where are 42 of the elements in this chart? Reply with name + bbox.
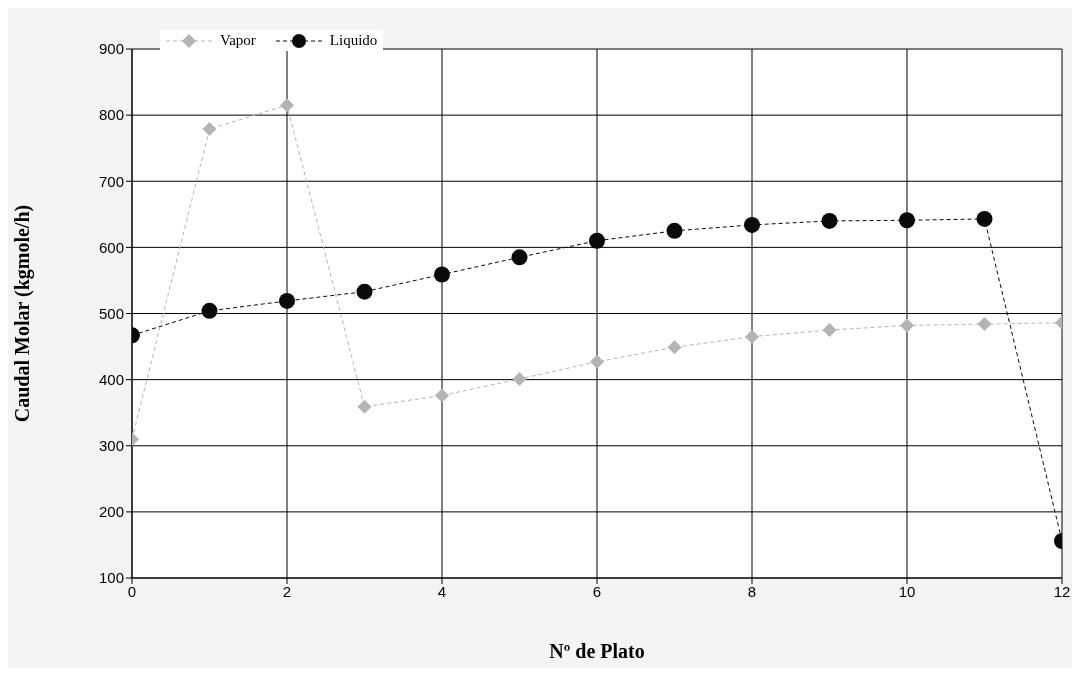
point [745,329,759,344]
x-tick-label: 2 [282,582,292,600]
y-tick-label: 800 [98,106,124,124]
point [900,318,914,333]
point [590,354,604,369]
legend-label: Vapor [219,32,256,49]
y-tick-label: 500 [98,304,124,322]
y-tick-label: 300 [98,437,124,455]
y-axis-title: Caudal Molar (kgmole/h) [11,204,35,423]
x-tick-label: 0 [127,582,137,600]
y-tick-label: 600 [98,238,124,256]
point [435,388,449,403]
point [357,399,372,414]
point [821,212,838,229]
point [744,216,760,233]
x-tick-label: 8 [747,582,757,600]
y-tick-label: 100 [98,569,124,587]
x-axis-title: Nº de Plato [549,640,645,662]
point [201,302,218,319]
y-tick-label: 400 [98,370,124,388]
point [976,210,993,227]
point [977,317,992,332]
y-tick-label: 900 [98,40,124,58]
point [666,222,683,239]
point [512,371,527,386]
y-tick-label: 700 [98,172,124,190]
point [589,232,605,249]
point [202,122,217,137]
x-tick-label: 10 [898,582,916,600]
point [356,283,373,300]
x-tick-label: 6 [592,582,602,600]
point [899,212,915,229]
point [280,98,294,113]
point [511,249,528,266]
point [667,340,682,355]
point [822,323,837,338]
legend-label: Liquido [328,32,378,49]
point [279,292,295,309]
y-tick-label: 200 [98,503,124,521]
point [434,266,450,283]
x-tick-label: 4 [437,582,447,600]
x-tick-label: 12 [1053,582,1071,600]
